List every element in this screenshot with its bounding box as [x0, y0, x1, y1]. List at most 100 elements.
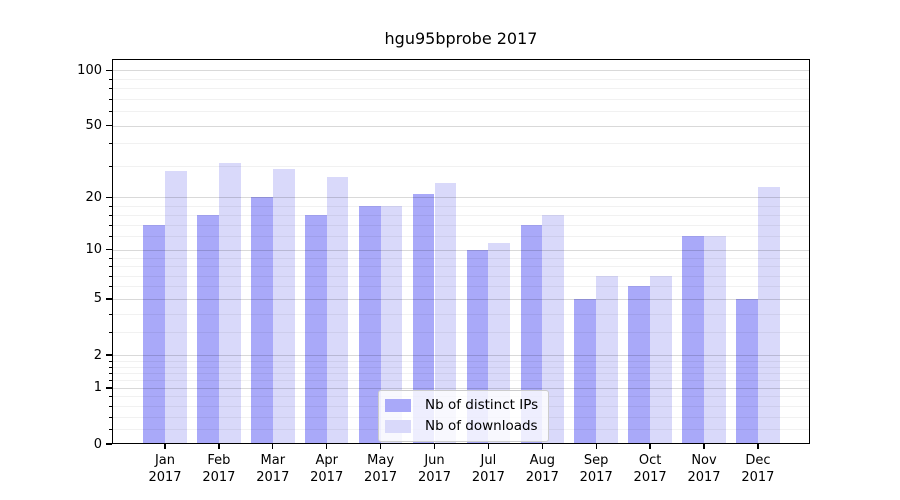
y-minor-tick-mark — [109, 286, 112, 288]
bar-distinct_ips-aug — [520, 224, 543, 444]
y-tick-label: 0 — [93, 436, 102, 452]
y-minor-tick-mark — [109, 143, 112, 145]
bar-downloads-sep — [596, 275, 618, 444]
x-tick-label: Jun 2017 — [417, 453, 452, 485]
y-tick-mark — [106, 249, 112, 251]
y-tick-mark — [106, 443, 112, 445]
y-tick-label: 1 — [93, 380, 102, 396]
bar-downloads-aug — [542, 214, 565, 444]
y-minor-tick-mark — [109, 257, 112, 259]
gridline-minor — [112, 205, 810, 207]
y-minor-tick-mark — [109, 331, 112, 333]
y-minor-tick-mark — [109, 98, 112, 100]
plot-area: Nb of distinct IPs Nb of downloads — [112, 59, 810, 444]
y-minor-tick-mark — [109, 373, 112, 375]
gridline-major — [112, 70, 810, 72]
y-tick-label: 100 — [77, 62, 102, 78]
gridline-minor — [112, 380, 810, 382]
x-tick-label: Jan 2017 — [148, 453, 182, 485]
legend-label-distinct-ips: Nb of distinct IPs — [425, 397, 539, 413]
x-tick-label: Apr 2017 — [310, 453, 344, 485]
gridline-minor — [112, 224, 810, 226]
gridline-minor — [112, 266, 810, 267]
bar-downloads-mar — [272, 168, 295, 444]
gridline-major — [112, 387, 810, 389]
bar-downloads-jun — [434, 183, 457, 444]
y-tick-mark — [106, 196, 112, 199]
x-tick-mark — [703, 444, 705, 449]
x-tick-mark — [379, 444, 382, 449]
y-minor-tick-mark — [109, 416, 112, 418]
y-tick-label: 5 — [93, 291, 102, 307]
gridline-minor — [112, 98, 810, 100]
bar-downloads-feb — [218, 163, 241, 444]
y-minor-tick-mark — [109, 360, 112, 362]
x-tick-mark — [218, 444, 220, 449]
gridline-minor — [112, 214, 810, 216]
gridline-minor — [112, 78, 810, 80]
chart-title: hgu95bprobe 2017 — [384, 29, 538, 48]
bar-downloads-jan — [165, 171, 187, 444]
gridline-major — [112, 355, 810, 356]
x-tick-label: Nov 2017 — [687, 453, 721, 485]
x-tick-label: Aug 2017 — [525, 453, 559, 485]
bar-distinct_ips-sep — [574, 298, 597, 444]
y-tick-mark — [106, 69, 112, 71]
gridline-minor — [112, 313, 810, 315]
bar-downloads-oct — [650, 275, 672, 444]
gridline-minor — [112, 257, 810, 259]
legend-swatch-distinct-ips-icon — [385, 398, 411, 412]
bar-distinct_ips-mar — [251, 197, 273, 444]
bar-distinct_ips-nov — [682, 236, 704, 444]
bar-distinct_ips-feb — [197, 214, 219, 444]
gridline-minor — [112, 143, 810, 145]
gridline-minor — [112, 366, 810, 368]
x-tick-mark — [649, 444, 651, 449]
x-tick-label: Sep 2017 — [579, 453, 613, 485]
x-tick-mark — [595, 444, 597, 449]
y-minor-tick-mark — [109, 111, 112, 112]
x-tick-label: Feb 2017 — [202, 453, 236, 485]
x-tick-label: May 2017 — [364, 453, 398, 485]
y-minor-tick-mark — [109, 205, 112, 207]
bar-downloads-dec — [757, 186, 780, 444]
x-tick-label: Jul 2017 — [471, 453, 505, 485]
bar-distinct_ips-apr — [304, 214, 327, 444]
y-tick-mark — [106, 298, 112, 300]
y-minor-tick-mark — [109, 214, 112, 216]
y-tick-mark — [106, 124, 112, 127]
legend-swatch-downloads-icon — [385, 419, 411, 433]
gridline-major — [112, 125, 810, 127]
y-minor-tick-mark — [109, 224, 112, 226]
y-minor-tick-mark — [109, 236, 112, 238]
legend-item-downloads: Nb of downloads — [385, 418, 538, 434]
y-minor-tick-mark — [109, 313, 112, 315]
bar-downloads-nov — [704, 236, 726, 444]
y-minor-tick-mark — [109, 275, 112, 277]
x-tick-mark — [272, 444, 274, 449]
y-tick-label: 20 — [85, 189, 102, 205]
x-tick-label: Mar 2017 — [256, 453, 290, 485]
x-tick-mark — [164, 444, 166, 449]
y-tick-label: 2 — [93, 347, 102, 363]
y-minor-tick-mark — [109, 396, 112, 398]
x-tick-mark — [487, 444, 490, 449]
gridline-major — [112, 298, 810, 300]
y-minor-tick-mark — [109, 165, 112, 167]
y-minor-tick-mark — [109, 88, 112, 89]
bar-distinct_ips-dec — [736, 298, 758, 444]
y-tick-label: 50 — [85, 118, 102, 133]
gridline-minor — [112, 165, 810, 167]
y-minor-tick-mark — [109, 380, 112, 382]
gridline-minor — [112, 236, 810, 238]
bar-distinct_ips-may — [358, 205, 381, 444]
gridline-minor — [112, 286, 810, 288]
x-tick-mark — [541, 444, 543, 449]
gridline-major — [112, 197, 810, 199]
gridline-major — [112, 249, 810, 251]
y-minor-tick-mark — [109, 405, 112, 407]
bar-distinct_ips-oct — [628, 286, 651, 444]
y-minor-tick-mark — [109, 266, 112, 267]
bar-distinct_ips-jun — [412, 193, 435, 444]
